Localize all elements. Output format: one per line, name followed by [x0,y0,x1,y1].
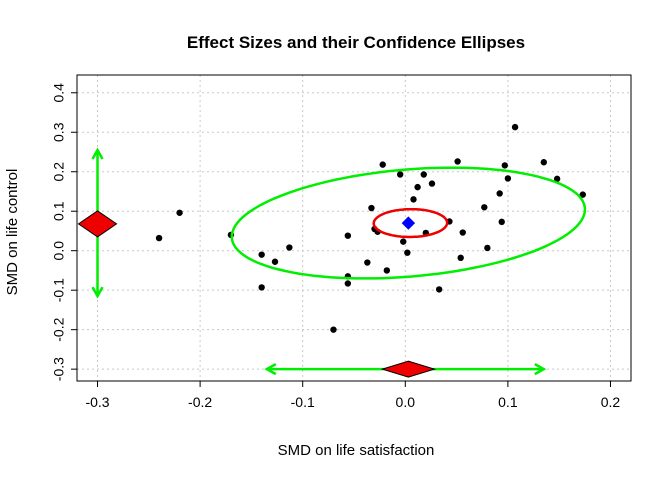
x-tick-label-3: 0.0 [396,394,416,410]
data-point-15 [379,161,386,168]
data-point-31 [484,244,491,252]
pooled-estimate-point [401,216,416,230]
data-point-6 [286,244,293,251]
y-axis-label: SMD on life control [4,169,21,296]
y-tick-label-1: -0.2 [51,317,67,341]
x-interval-arrowhead-right [534,363,547,376]
data-point-19 [404,249,411,256]
data-point-27 [454,158,461,165]
data-point-8 [344,232,352,239]
data-point-38 [553,175,561,183]
data-point-1 [176,209,183,216]
y-tick-label-2: -0.1 [51,278,67,302]
data-point-25 [435,286,443,293]
data-point-24 [428,180,436,187]
x-estimate-diamond [380,360,437,378]
data-point-34 [501,162,509,169]
data-point-5 [271,258,279,265]
y-tick-label-0: -0.3 [51,357,67,381]
x-axis: -0.3 -0.2 -0.1 0.0 0.1 0.2 [85,380,621,410]
y-interval-arrowhead-bottom [91,286,104,299]
y-tick-label-6: 0.3 [51,122,67,142]
data-point-39 [579,191,586,198]
data-point-22 [420,171,427,178]
data-point-11 [364,259,371,266]
data-point-16 [383,267,391,274]
y-axis: -0.3 -0.2 -0.1 0.0 0.1 0.2 0.3 0.4 [51,83,78,381]
x-tick-label-0: -0.3 [85,394,109,410]
x-tick-label-1: -0.2 [188,394,212,410]
data-point-18 [400,238,407,245]
data-point-36 [511,123,519,131]
data-point-21 [414,183,421,191]
data-point-35 [504,175,512,182]
data-point-33 [498,218,505,226]
data-point-20 [410,196,417,203]
data-point-29 [459,229,466,236]
confidence-ellipse [230,166,587,280]
chart-title: Effect Sizes and their Confidence Ellips… [187,33,525,52]
y-estimate-diamond [77,210,118,238]
data-point-17 [396,171,404,178]
data-point-0 [155,234,163,242]
data-point-28 [457,254,464,262]
y-tick-label-4: 0.1 [51,201,67,221]
y-tick-label-3: 0.0 [51,241,67,261]
x-interval-arrowhead-left [264,363,277,376]
plot-frame [76,74,632,382]
data-point-12 [368,204,375,212]
chart-marks [77,123,587,378]
grid-lines [77,75,631,381]
data-point-3 [258,251,265,258]
data-point-32 [496,190,503,197]
x-tick-label-2: -0.1 [291,394,315,410]
x-axis-label: SMD on life satisfaction [278,442,435,459]
data-point-7 [330,326,337,333]
data-point-10 [344,280,352,287]
y-tick-label-5: 0.2 [51,162,67,182]
y-tick-label-7: 0.4 [51,83,67,103]
x-tick-label-4: 0.1 [498,394,518,410]
data-point-4 [258,284,265,291]
pooled-ellipse [372,207,449,239]
y-interval-arrowhead-top [91,147,104,160]
data-point-37 [540,159,547,166]
x-tick-label-5: 0.2 [601,394,621,410]
data-point-30 [481,204,488,211]
